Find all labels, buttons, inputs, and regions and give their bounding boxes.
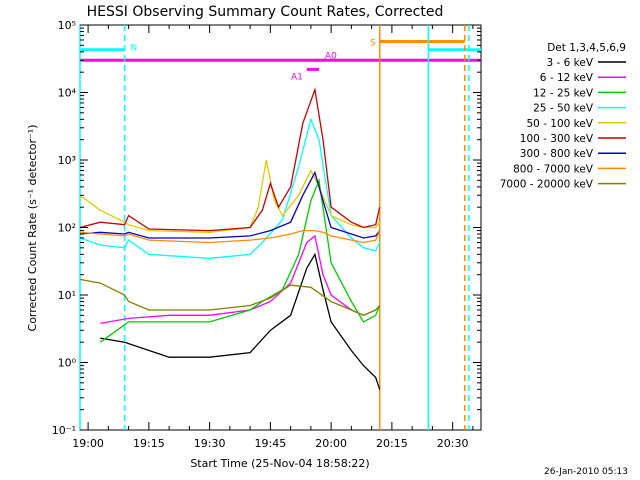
series-line <box>79 170 381 239</box>
series-line <box>79 87 381 232</box>
x-tick-label: 19:15 <box>133 437 165 450</box>
x-tick-label: 20:15 <box>376 437 408 450</box>
legend-label: 12 - 25 keV <box>533 87 594 99</box>
y-axis-ticks: 10⁻¹ 10⁰ 10¹ 10² 10³ 10⁴ 10⁵ <box>52 19 481 437</box>
flag-label: A1 <box>291 72 303 82</box>
y-tick-label: 10⁵ <box>58 19 76 32</box>
legend-label: 800 - 7000 keV <box>513 163 594 175</box>
legend: Det 1,3,4,5,6,9 3 - 6 keV 6 - 12 keV 12 - … <box>500 42 626 191</box>
flag-label: S <box>370 38 376 48</box>
x-tick-label: 20:00 <box>315 437 347 450</box>
y-axis-label: Corrected Count Rate (s⁻¹ detector⁻¹) <box>26 125 39 332</box>
flag-label: N <box>131 44 138 54</box>
flag-label: A0 <box>325 51 337 61</box>
x-tick-label: 20:30 <box>437 437 469 450</box>
chart-title: HESSI Observing Summary Count Rates, Cor… <box>87 4 444 20</box>
legend-label: 100 - 300 keV <box>520 133 594 145</box>
observing-flags: N S A0 A1 <box>80 38 481 82</box>
y-tick-label: 10³ <box>58 154 76 167</box>
legend-label: 7000 - 20000 keV <box>500 179 594 191</box>
y-tick-label: 10¹ <box>58 289 76 302</box>
x-tick-label: 19:45 <box>255 437 287 450</box>
y-tick-label: 10² <box>58 222 76 235</box>
x-axis-label: Start Time (25-Nov-04 18:58:22) <box>190 457 369 470</box>
legend-label: 6 - 12 keV <box>540 72 594 84</box>
series-lines <box>79 87 381 390</box>
series-line <box>79 229 381 244</box>
legend-label: 50 - 100 keV <box>526 118 593 130</box>
series-line <box>79 278 381 317</box>
legend-label: 300 - 800 keV <box>520 148 594 160</box>
x-tick-label: 19:00 <box>72 437 104 450</box>
legend-title: Det 1,3,4,5,6,9 <box>547 42 626 54</box>
y-tick-label: 10⁻¹ <box>52 424 76 437</box>
y-tick-label: 10⁰ <box>58 357 77 370</box>
footer-timestamp: 26-Jan-2010 05:13 <box>544 467 628 477</box>
legend-label: 3 - 6 keV <box>546 57 593 69</box>
legend-label: 25 - 50 keV <box>533 103 594 115</box>
series-line <box>100 252 381 390</box>
y-tick-label: 10⁴ <box>58 87 77 100</box>
x-tick-label: 19:30 <box>194 437 226 450</box>
series-line <box>99 177 381 343</box>
series-line <box>79 159 381 233</box>
x-axis-ticks: 19:00 19:15 19:30 19:45 20:00 20:15 20:30 <box>72 25 474 450</box>
